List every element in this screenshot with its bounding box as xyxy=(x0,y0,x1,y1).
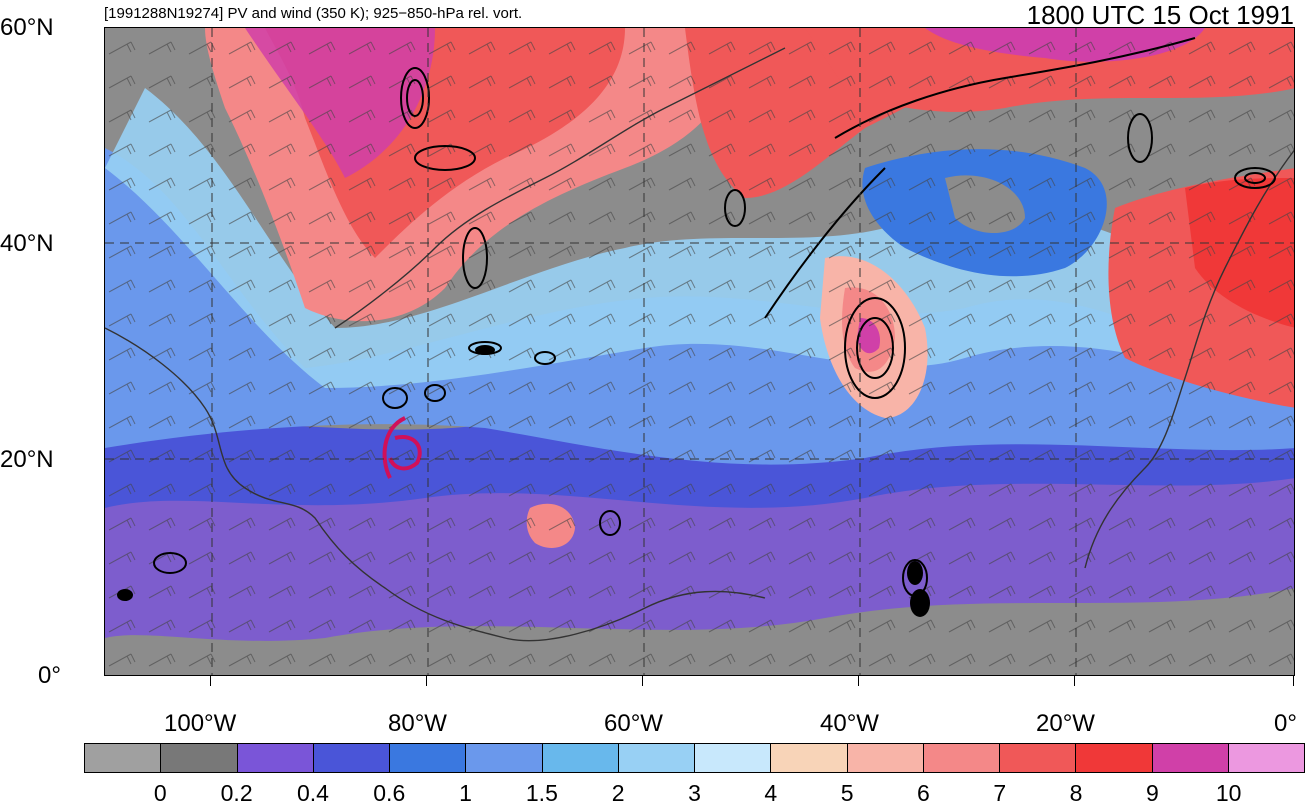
x-tick-0 xyxy=(1293,676,1294,686)
pv-map-svg xyxy=(105,28,1294,675)
x-tick-60w xyxy=(642,676,643,686)
x-label-80w: 80°W xyxy=(388,710,447,737)
colorbar-bin-9 xyxy=(771,744,848,772)
colorbar-bin-5 xyxy=(466,744,543,772)
colorbar-bin-13 xyxy=(1076,744,1153,772)
colorbar-bin-2 xyxy=(237,744,314,772)
colorbar-label: 8 xyxy=(1069,780,1083,806)
y-label-20n: 20°N xyxy=(0,446,54,473)
y-label-0: 0° xyxy=(38,662,61,689)
colorbar-label: 9 xyxy=(1145,780,1159,806)
x-tick-20w xyxy=(1074,676,1075,686)
vorticity-contours xyxy=(153,37,1276,597)
coastline-americas xyxy=(105,327,766,642)
x-label-0: 0° xyxy=(1274,710,1297,737)
colorbar-bin-3 xyxy=(313,744,390,772)
coastline-europe-africa xyxy=(1084,149,1294,569)
coastline-east-us-canada xyxy=(334,47,786,329)
colorbar-label: 4 xyxy=(764,780,778,806)
colorbar-label: 6 xyxy=(917,780,930,806)
vorticity-maxima xyxy=(117,345,930,617)
graticule xyxy=(105,28,1294,675)
x-tick-80w xyxy=(426,676,427,686)
colorbar-bin-10 xyxy=(847,744,924,772)
colorbar-label: 1.5 xyxy=(525,780,558,806)
wind-barbs xyxy=(105,28,1294,675)
colorbar-bin-7 xyxy=(618,744,695,772)
x-label-60w: 60°W xyxy=(604,710,663,737)
colorbar-label: 7 xyxy=(993,780,1007,806)
colorbar-bin-12 xyxy=(1000,744,1077,772)
chart-title-time: 1800 UTC 15 Oct 1991 xyxy=(1026,0,1294,30)
colorbar-label: 0.4 xyxy=(296,780,329,806)
storm-marker xyxy=(382,416,422,479)
colorbar-bin-1 xyxy=(161,744,238,772)
colorbar-label: 10 xyxy=(1215,780,1242,806)
x-label-20w: 20°W xyxy=(1036,710,1095,737)
x-tick-40w xyxy=(858,676,859,686)
y-label-60n: 60°N xyxy=(0,14,54,41)
map-panel xyxy=(104,27,1295,676)
x-label-100w: 100°W xyxy=(164,710,237,737)
colorbar-bin-0 xyxy=(85,744,162,772)
colorbar-label: 2 xyxy=(611,780,625,806)
colorbar-bin-14 xyxy=(1152,744,1229,772)
colorbar-label: 5 xyxy=(840,780,854,806)
colorbar-bin-6 xyxy=(542,744,619,772)
x-label-40w: 40°W xyxy=(820,710,879,737)
x-tick-100w xyxy=(210,676,211,686)
y-label-40n: 40°N xyxy=(0,230,54,257)
colorbar-bin-4 xyxy=(390,744,467,772)
colorbar-label: 0.2 xyxy=(220,780,253,806)
colorbar-bin-8 xyxy=(695,744,772,772)
colorbar-label: 1 xyxy=(459,780,472,806)
colorbar-label: 0 xyxy=(153,780,167,806)
colorbar-bin-15 xyxy=(1228,744,1304,772)
colorbar xyxy=(84,743,1305,773)
colorbar-label: 3 xyxy=(688,780,701,806)
colorbar-label: 0.6 xyxy=(373,780,406,806)
colorbar-bin-11 xyxy=(923,744,1000,772)
chart-title-left: [1991288N19274] PV and wind (350 K); 925… xyxy=(104,5,523,22)
